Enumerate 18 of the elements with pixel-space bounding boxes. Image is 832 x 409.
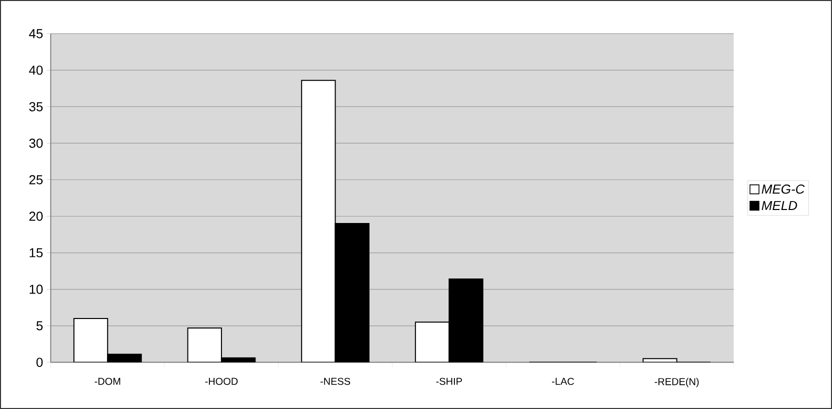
y-tick-label: 0: [36, 358, 43, 367]
x-tick-label: -NESS: [320, 378, 350, 385]
y-tick-label: 10: [30, 284, 43, 294]
y-tick-label: 25: [29, 175, 43, 184]
y-tick-label: 30: [29, 138, 43, 148]
y-tick-label: 45: [29, 29, 43, 38]
x-tick-label: -SHIP: [436, 378, 462, 385]
y-tick-label: 15: [30, 248, 43, 258]
x-tick-label: -REDE(N): [654, 378, 699, 388]
y-tick-label: 35: [29, 102, 43, 112]
y-tick-label: 5: [36, 321, 43, 330]
x-tick-label: -LAC: [552, 378, 574, 385]
x-tick-label: -HOOD: [205, 378, 238, 385]
x-tick-label: -DOM: [94, 378, 120, 385]
y-tick-label: 40: [29, 66, 43, 75]
y-tick-label: 20: [29, 212, 43, 221]
legend-label: MELD: [762, 201, 798, 210]
legend-label: MEG-C: [762, 184, 805, 194]
